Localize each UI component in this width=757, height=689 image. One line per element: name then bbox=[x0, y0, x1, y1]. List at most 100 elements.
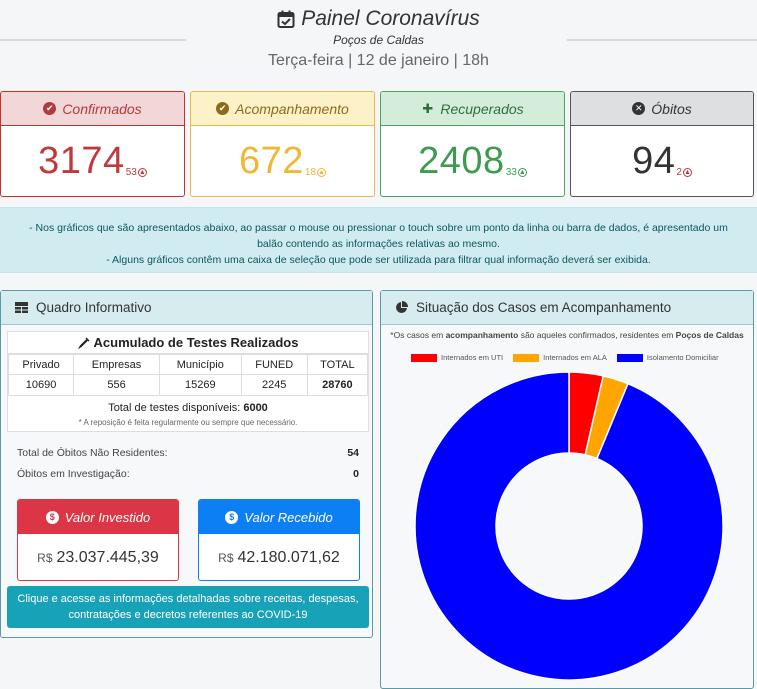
legend-label: Internados em UTI bbox=[441, 353, 504, 362]
situacao-casos-panel: Situação dos Casos em Acompanhamento *Os… bbox=[380, 290, 754, 689]
shield-check-icon: ✔ bbox=[216, 102, 230, 115]
cta-line: contratações e decretos referentes ao CO… bbox=[68, 609, 308, 621]
table-header-row: Privado Empresas Município FUNED TOTAL bbox=[7, 354, 369, 375]
column-header: Município bbox=[158, 354, 242, 375]
x-circle-icon: ✕ bbox=[632, 102, 646, 115]
table-cell: 556 bbox=[73, 374, 160, 396]
vbox-header: $ Valor Recebido bbox=[199, 500, 359, 534]
vbox-value: 42.180.071,62 bbox=[237, 548, 340, 566]
vbox-label: Valor Investido bbox=[64, 509, 151, 525]
column-header: FUNED bbox=[240, 354, 308, 375]
arrow-up-circle-icon: ▲ bbox=[517, 168, 527, 177]
shield-check-icon: ✔ bbox=[43, 102, 57, 115]
available-value: 6000 bbox=[243, 402, 268, 414]
legend-swatch bbox=[513, 353, 540, 362]
card-recuperados: ✚ Recuperados 2408 33 ▲ bbox=[380, 91, 565, 197]
note-text: *Os casos em bbox=[390, 330, 446, 340]
card-header: ✔ Acompanhamento bbox=[191, 92, 374, 126]
page-title: Painel Coronavírus bbox=[301, 7, 480, 30]
info-row-label: Total de Óbitos Não Residentes: bbox=[17, 447, 168, 459]
info-banner: - Nos gráficos que são apresentados abai… bbox=[0, 207, 757, 273]
legend-swatch bbox=[411, 353, 437, 362]
card-label: Acompanhamento bbox=[235, 100, 349, 117]
card-delta: 18 ▲ bbox=[304, 167, 327, 178]
panel-title: Quadro Informativo bbox=[36, 300, 152, 315]
arrow-up-circle-icon: ▲ bbox=[317, 168, 327, 177]
table-cell: 10690 bbox=[7, 374, 75, 396]
dollar-icon: $ bbox=[225, 510, 239, 524]
card-label: Recuperados bbox=[440, 100, 524, 117]
table-icon bbox=[15, 302, 28, 313]
table-cell: 15269 bbox=[158, 374, 242, 396]
banner-line: - Nos gráficos que são apresentados abai… bbox=[29, 222, 728, 234]
legend-label: Internados em ALA bbox=[543, 353, 607, 362]
chart-legend[interactable]: Internados em UTI Internados em ALA Isolam… bbox=[411, 353, 719, 362]
currency-symbol: R$ bbox=[37, 550, 53, 565]
tests-table: Privado Empresas Município FUNED TOTAL 1… bbox=[7, 354, 369, 396]
transparency-link-button[interactable]: Clique e acesse as informações detalhada… bbox=[7, 586, 369, 628]
card-confirmados: ✔ Confirmados 3174 53 ▲ bbox=[0, 91, 185, 197]
donut-slice[interactable] bbox=[414, 371, 724, 681]
delta-value: 33 bbox=[505, 167, 517, 178]
vbox-body: R$ 23.037.445,39 bbox=[18, 534, 178, 580]
vbox-body: R$ 42.180.071,62 bbox=[199, 534, 359, 580]
bandage-icon: ✚ bbox=[422, 100, 434, 116]
card-obitos: ✕ Óbitos 94 2 ▲ bbox=[570, 91, 754, 197]
donut-chart[interactable] bbox=[414, 371, 724, 681]
calendar-check-icon bbox=[277, 10, 295, 28]
page-subtitle: Poços de Caldas bbox=[333, 33, 424, 47]
column-header: Privado bbox=[7, 354, 75, 375]
syringe-icon bbox=[77, 337, 90, 349]
banner-line: - Alguns gráficos contêm uma caixa de se… bbox=[106, 254, 651, 266]
report-date: Terça-feira | 12 de janeiro | 18h bbox=[268, 52, 489, 69]
arrow-up-circle-icon: ▲ bbox=[137, 168, 147, 177]
card-body: 94 2 ▲ bbox=[571, 126, 753, 196]
legend-label: Isolamento Domiciliar bbox=[646, 353, 719, 362]
quadro-informativo-panel: Quadro Informativo Acumulado de Testes R… bbox=[0, 290, 373, 638]
title-row: Painel Coronavírus bbox=[0, 7, 757, 31]
delta-value: 18 bbox=[304, 167, 317, 178]
card-body: 3174 53 ▲ bbox=[1, 126, 184, 196]
legend-item[interactable]: Internados em ALA bbox=[513, 353, 607, 362]
tests-title-text: Acumulado de Testes Realizados bbox=[93, 335, 299, 350]
header-divider-right bbox=[567, 39, 757, 41]
card-header: ✕ Óbitos bbox=[571, 92, 753, 126]
card-label: Confirmados bbox=[62, 100, 142, 117]
panel-title: Situação dos Casos em Acompanhamento bbox=[416, 300, 672, 315]
delta-value: 53 bbox=[125, 167, 137, 178]
cta-line: Clique e acesse as informações detalhada… bbox=[17, 593, 359, 605]
column-header: Empresas bbox=[73, 354, 160, 375]
info-row-value: 54 bbox=[347, 447, 359, 459]
header-divider-left bbox=[0, 39, 186, 41]
vbox-header: $ Valor Investido bbox=[18, 500, 178, 534]
table-row: 10690 556 15269 2245 28760 bbox=[7, 374, 369, 396]
card-header: ✚ Recuperados bbox=[381, 92, 564, 126]
card-label: Óbitos bbox=[651, 100, 692, 117]
page-header: Painel Coronavírus Poços de Caldas Terça… bbox=[0, 0, 757, 82]
valor-recebido-box: $ Valor Recebido R$ 42.180.071,62 bbox=[198, 499, 360, 581]
panel-header: Quadro Informativo bbox=[1, 291, 372, 325]
table-cell: 2245 bbox=[240, 374, 308, 396]
banner-line: balão contendo as informações relativas … bbox=[257, 238, 500, 250]
available-tests: Total de testes disponíveis: 6000 bbox=[8, 402, 368, 414]
info-row-obitos-investigacao: Óbitos em Investigação: 0 bbox=[17, 468, 359, 480]
available-label: Total de testes disponíveis: bbox=[108, 402, 241, 414]
legend-item[interactable]: Isolamento Domiciliar bbox=[616, 353, 719, 362]
table-cell-total: 28760 bbox=[306, 374, 369, 396]
valor-investido-box: $ Valor Investido R$ 23.037.445,39 bbox=[17, 499, 179, 581]
info-row-value: 0 bbox=[353, 468, 359, 480]
card-body: 2408 33 ▲ bbox=[381, 126, 564, 196]
card-value: 2408 bbox=[418, 140, 505, 182]
delta-value: 2 bbox=[676, 167, 682, 178]
card-delta: 53 ▲ bbox=[126, 167, 147, 178]
card-acompanhamento: ✔ Acompanhamento 672 18 ▲ bbox=[190, 91, 375, 197]
card-header: ✔ Confirmados bbox=[1, 92, 184, 126]
info-row-label: Óbitos em Investigação: bbox=[17, 468, 130, 480]
card-delta: 33 ▲ bbox=[506, 167, 527, 178]
note-bold: acompanhamento bbox=[445, 330, 519, 340]
legend-item[interactable]: Internados em UTI bbox=[411, 353, 503, 362]
panel-header: Situação dos Casos em Acompanhamento bbox=[381, 291, 753, 325]
chart-note: *Os casos em acompanhamento são aqueles … bbox=[381, 330, 753, 340]
column-header: TOTAL bbox=[306, 354, 369, 375]
currency-symbol: R$ bbox=[218, 550, 234, 565]
